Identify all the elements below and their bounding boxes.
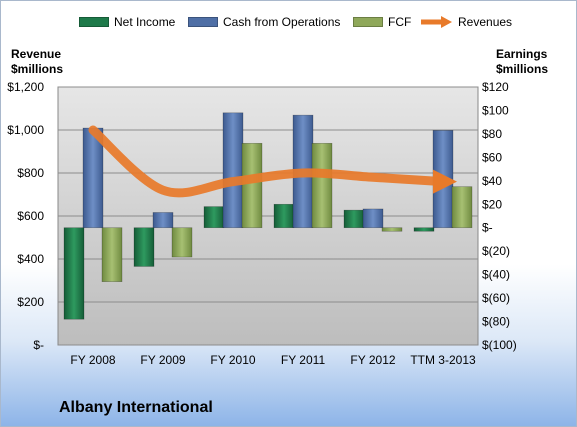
x-axis-tick-label: TTM 3-2013 — [410, 353, 476, 367]
fcf-bar — [381, 227, 403, 232]
legend-item-cash-from-operations: Cash from Operations — [188, 15, 340, 29]
x-axis-tick-label: FY 2008 — [70, 353, 115, 367]
right-axis-tick-label: $(80) — [482, 315, 510, 329]
left-axis-tick-label: $400 — [17, 252, 44, 266]
right-axis-title: Earnings $millions — [496, 47, 548, 77]
cash-from-operations-bar — [222, 112, 244, 229]
left-axis-tick-label: $200 — [17, 295, 44, 309]
legend-label-net-income: Net Income — [114, 15, 176, 29]
right-axis-title-line-1: Earnings — [496, 47, 548, 61]
left-axis-title: Revenue $millions — [11, 47, 63, 77]
fcf-bar — [241, 142, 263, 229]
legend-item-revenues: Revenues — [419, 15, 512, 29]
cash-from-operations-bar — [152, 212, 174, 229]
right-axis-tick-label: $(60) — [482, 291, 510, 305]
left-axis-tick-label: $600 — [17, 209, 44, 223]
net-income-bar — [413, 227, 435, 232]
x-axis-tick-label: FY 2011 — [281, 353, 326, 367]
legend-item-fcf: FCF — [353, 15, 411, 29]
right-axis-tick-label: $80 — [482, 127, 502, 141]
cash-from-operations-bar — [362, 208, 384, 229]
right-axis-title-line-2: $millions — [496, 62, 549, 76]
legend-swatch-cash-from-operations — [188, 17, 218, 27]
net-income-bar — [273, 203, 295, 229]
net-income-bar — [343, 209, 365, 229]
left-axis-title-line-2: $millions — [11, 62, 64, 76]
net-income-bar — [133, 227, 155, 267]
legend-swatch-net-income — [79, 17, 109, 27]
company-name: Albany International — [59, 399, 213, 416]
right-axis-tick-label: $(40) — [482, 268, 510, 282]
legend: Net Income Cash from Operations FCF Reve… — [1, 15, 576, 33]
left-axis-tick-label: $- — [33, 338, 44, 352]
right-axis-tick-label: $(100) — [482, 338, 517, 352]
left-axis-tick-label: $1,200 — [7, 80, 44, 94]
x-axis-tick-label: FY 2012 — [350, 353, 395, 367]
x-axis-tick-label: FY 2010 — [210, 353, 255, 367]
net-income-bar — [203, 206, 225, 229]
left-axis-tick-label: $800 — [17, 166, 44, 180]
revenues-arrowhead — [433, 169, 457, 194]
fcf-bar — [101, 227, 123, 282]
right-axis-tick-label: $60 — [482, 150, 502, 164]
right-axis-tick-label: $20 — [482, 197, 502, 211]
legend-item-net-income: Net Income — [79, 15, 175, 29]
legend-label-fcf: FCF — [388, 15, 412, 29]
right-axis-tick-label: $120 — [482, 80, 509, 94]
fcf-bar — [311, 142, 333, 229]
legend-label-cash-from-operations: Cash from Operations — [223, 15, 341, 29]
right-axis-tick-label: $- — [482, 221, 493, 235]
legend-label-revenues: Revenues — [458, 15, 513, 29]
x-axis-tick-label: FY 2009 — [140, 353, 185, 367]
right-axis-tick-label: $100 — [482, 103, 509, 117]
right-axis-tick-label: $(20) — [482, 244, 510, 258]
right-axis-tick-label: $40 — [482, 174, 502, 188]
net-income-bar — [63, 227, 85, 320]
legend-swatch-fcf — [353, 17, 383, 27]
fcf-bar — [171, 227, 193, 258]
legend-arrow-icon — [421, 16, 452, 28]
revenues-line — [88, 125, 448, 198]
fcf-bar — [451, 186, 473, 229]
left-axis-tick-label: $1,000 — [7, 123, 44, 137]
left-axis-title-line-1: Revenue — [11, 47, 62, 61]
